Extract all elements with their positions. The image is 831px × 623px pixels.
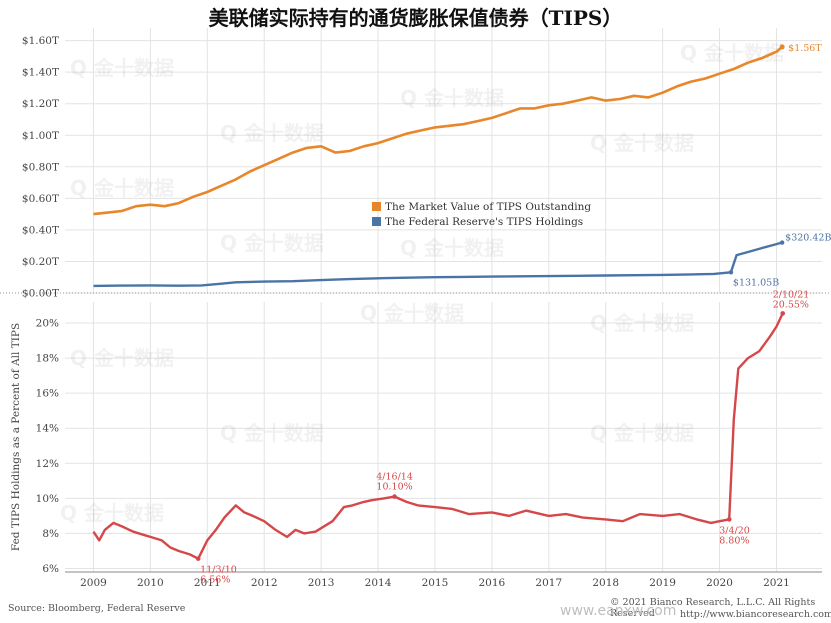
annotation-date: 11/3/10 xyxy=(200,565,237,576)
x-tick-label: 2013 xyxy=(308,577,335,589)
watermark-text: Q 金十数据 xyxy=(400,236,504,260)
watermark-text: Q 金十数据 xyxy=(400,86,504,110)
top-y-tick-label: $1.00T xyxy=(22,130,59,142)
fed-holdings-label: $131.05B xyxy=(733,277,779,288)
fed-share-line xyxy=(92,312,784,560)
chart-title: 美联储实际持有的通货膨胀保值债券（TIPS） xyxy=(208,6,623,30)
watermark-text: Q 金十数据 xyxy=(70,176,174,200)
watermark-text: Q 金十数据 xyxy=(60,501,164,525)
fed-holdings-point xyxy=(728,270,734,275)
annotation-value: 8.80% xyxy=(719,535,749,546)
watermark-text: Q 金十数据 xyxy=(220,231,324,255)
bottom-y-tick-label: 10% xyxy=(36,493,59,505)
bottom-y-tick-label: 8% xyxy=(42,528,59,540)
annotation-point xyxy=(195,556,201,561)
x-tick-label: 2015 xyxy=(422,577,449,589)
annotation-date: 3/4/20 xyxy=(719,525,750,536)
legend-label: The Federal Reserve's TIPS Holdings xyxy=(385,216,583,228)
bottom-y-tick-label: 20% xyxy=(36,318,59,330)
x-tick-label: 2020 xyxy=(706,577,733,589)
tips-outstanding-endpoint xyxy=(779,44,785,50)
x-tick-label: 2016 xyxy=(479,577,506,589)
top-y-tick-label: $0.00T xyxy=(22,288,59,300)
watermark-text: Q 金十数据 xyxy=(590,131,694,155)
annotation-date: 2/10/21 xyxy=(773,289,810,300)
bottom-y-tick-label: 6% xyxy=(42,563,59,575)
bottom-y-tick-label: 18% xyxy=(36,353,59,365)
bottom-y-tick-label: 16% xyxy=(36,388,59,400)
annotation-point xyxy=(392,494,397,499)
x-tick-label: 2021 xyxy=(763,577,790,589)
legend-swatch xyxy=(372,202,381,211)
site-watermark: www.eanxw.com xyxy=(560,603,677,619)
copyright-note: © 2021 Bianco Research, L.L.C. All Right… xyxy=(610,597,816,619)
legend-swatch xyxy=(372,217,381,226)
x-tick-label: 2010 xyxy=(137,577,164,589)
fed-holdings-point xyxy=(779,240,785,245)
annotation-value: 6.56% xyxy=(200,575,230,586)
source-url: http://www.biancoresearch.com xyxy=(680,609,831,620)
source-note: Source: Bloomberg, Federal Reserve xyxy=(8,603,186,614)
annotation-value: 20.55% xyxy=(773,299,809,310)
bottom-y-tick-label: 14% xyxy=(36,423,59,435)
legend-label: The Market Value of TIPS Outstanding xyxy=(385,201,591,213)
annotation-value: 10.10% xyxy=(376,482,412,493)
y-axis-label: Fed TIPS Holdings as a Percent of All TI… xyxy=(10,323,22,551)
watermark-text: Q 金十数据 xyxy=(680,41,784,65)
top-y-tick-label: $1.60T xyxy=(22,35,59,47)
x-tick-label: 2014 xyxy=(365,577,392,589)
bottom-y-tick-label: 12% xyxy=(36,458,59,470)
watermark-text: Q 金十数据 xyxy=(70,56,174,80)
top-y-tick-label: $1.20T xyxy=(22,98,59,110)
fed-holdings-label: $320.42B xyxy=(785,233,831,244)
watermark-text: Q 金十数据 xyxy=(360,301,464,325)
watermark-text: Q 金十数据 xyxy=(220,421,324,445)
fed-holdings-line xyxy=(93,241,783,288)
annotation-date: 4/16/14 xyxy=(376,472,413,483)
top-y-tick-label: $0.40T xyxy=(22,224,59,236)
x-tick-label: 2009 xyxy=(80,577,107,589)
top-y-tick-label: $0.60T xyxy=(22,193,59,205)
annotation-point xyxy=(726,517,732,522)
x-tick-label: 2018 xyxy=(592,577,619,589)
top-y-tick-label: $1.40T xyxy=(22,67,59,79)
top-y-tick-label: $0.20T xyxy=(22,256,59,268)
x-tick-label: 2017 xyxy=(535,577,562,589)
x-tick-label: 2012 xyxy=(251,577,278,589)
x-tick-label: 2011 xyxy=(194,577,221,589)
top-y-tick-label: $0.80T xyxy=(22,161,59,173)
watermark-text: Q 金十数据 xyxy=(590,421,694,445)
tips-outstanding-end-label: $1.56T xyxy=(788,43,822,54)
watermark-text: Q 金十数据 xyxy=(220,121,324,145)
annotation-point xyxy=(780,311,786,316)
watermark-text: Q 金十数据 xyxy=(70,346,174,370)
watermark-text: Q 金十数据 xyxy=(590,311,694,335)
tips-outstanding-line xyxy=(93,45,784,216)
x-tick-label: 2019 xyxy=(649,577,676,589)
